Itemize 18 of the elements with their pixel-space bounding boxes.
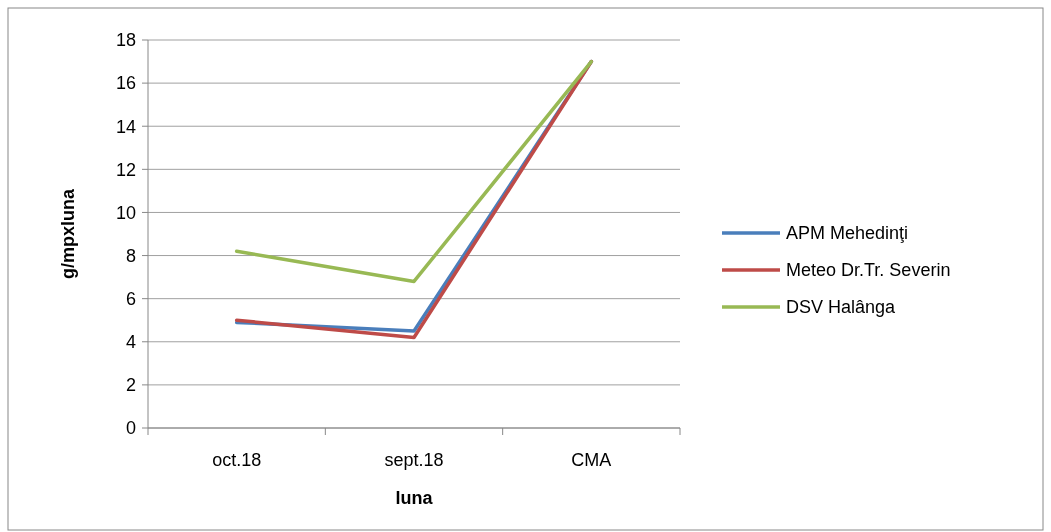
y-tick-label: 18: [115, 30, 136, 51]
y-tick-label: 12: [115, 159, 136, 180]
y-tick-label: 6: [125, 288, 136, 309]
x-axis-title: luna: [395, 488, 434, 508]
x-tick-label: oct.18: [212, 450, 262, 470]
y-axis-title: g/mpxluna: [58, 188, 78, 280]
y-tick-label: 8: [125, 245, 136, 266]
legend-label: DSV Halânga: [786, 297, 897, 318]
y-tick-label: 4: [125, 332, 136, 353]
y-tick-label: 2: [125, 375, 136, 396]
y-tick-label: 14: [115, 116, 136, 137]
y-tick-label: 0: [125, 418, 136, 439]
x-tick-label: CMA: [571, 450, 612, 470]
y-tick-label: 16: [115, 73, 136, 94]
x-tick-label: sept.18: [384, 450, 444, 470]
legend-label: Meteo Dr.Tr. Severin: [786, 260, 951, 281]
legend-label: APM Mehedinţi: [786, 223, 909, 244]
y-tick-label: 10: [115, 202, 136, 223]
